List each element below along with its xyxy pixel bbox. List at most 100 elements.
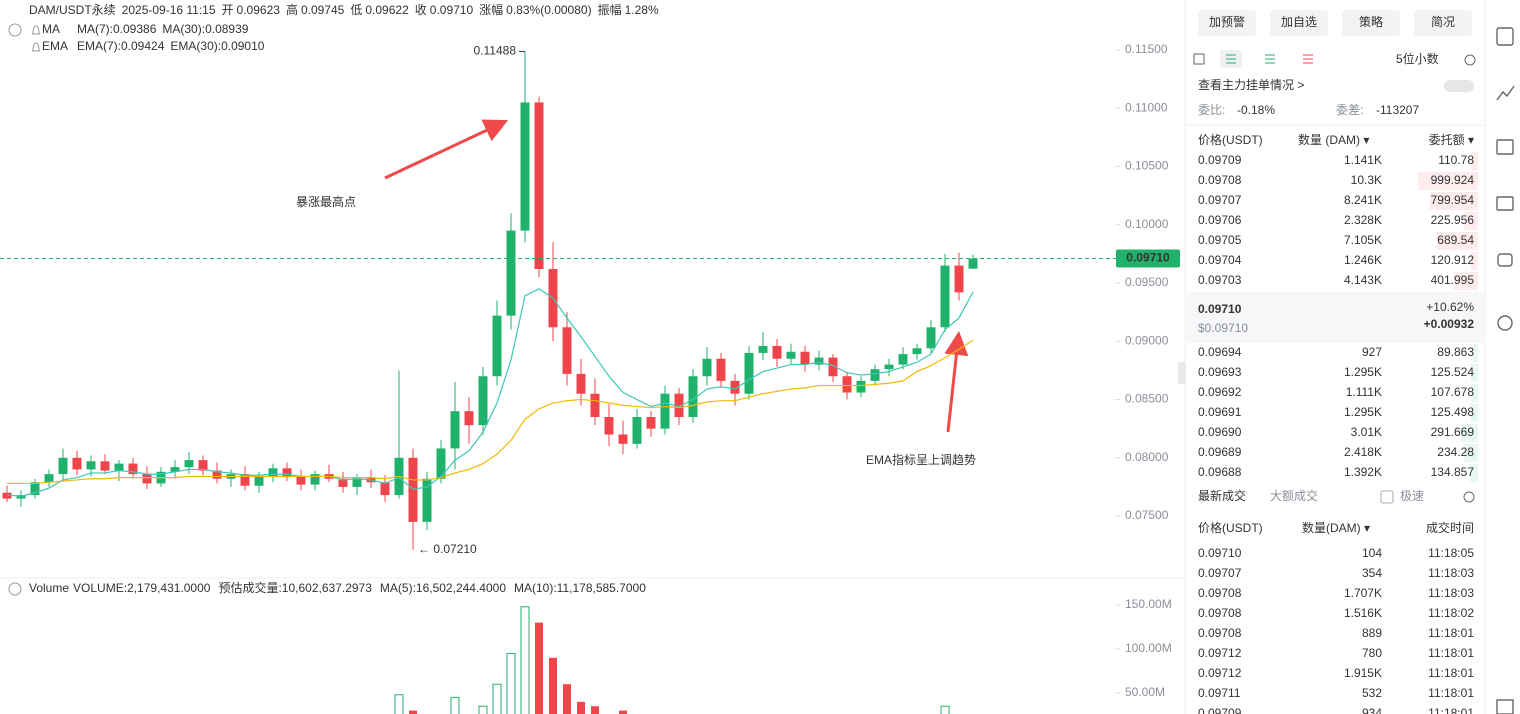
- column-header: 价格(USDT): [1198, 132, 1263, 147]
- price: 0.09712: [1198, 666, 1242, 680]
- candle-body: [646, 417, 656, 429]
- column-header: 数量 (DAM) ▾: [1298, 132, 1369, 147]
- label: 低: [350, 3, 362, 17]
- time: 11:18:05: [1428, 546, 1474, 560]
- icon[interactable]: [1496, 27, 1514, 46]
- candle-body: [240, 474, 250, 486]
- candle-body: [562, 327, 572, 374]
- label: 高: [286, 2, 298, 17]
- button[interactable]: [1342, 10, 1400, 36]
- button-label: 加自选: [1281, 15, 1317, 29]
- icon[interactable]: [1496, 196, 1514, 211]
- button[interactable]: [1198, 10, 1256, 36]
- quantity: 2.328K: [1344, 213, 1382, 227]
- low-label: ← 0.07210: [418, 542, 477, 556]
- collapse-handle[interactable]: [1178, 362, 1186, 384]
- candle-body: [86, 461, 96, 470]
- settings-icon[interactable]: [1464, 54, 1476, 66]
- time: 11:18:03: [1428, 566, 1474, 580]
- depth-bar: [1436, 232, 1478, 250]
- quantity: 1.915K: [1344, 666, 1382, 680]
- last-price-usd: $0.09710: [1198, 321, 1248, 335]
- label: EMA(30):0.09010: [170, 39, 264, 53]
- volume-bar: [940, 705, 950, 714]
- total: 89.863: [1437, 345, 1474, 359]
- panel-buttons: [1198, 10, 1472, 36]
- price: 0.09693: [1198, 365, 1242, 379]
- collapse-icon[interactable]: [8, 23, 22, 37]
- icon[interactable]: [1496, 85, 1515, 101]
- y-tick-label: 0.07500: [1125, 508, 1169, 522]
- tab: 大额成交: [1270, 488, 1318, 503]
- button[interactable]: [1270, 10, 1328, 36]
- quantity: 3.01K: [1351, 425, 1382, 439]
- volume-bar: [394, 694, 404, 714]
- candle-body: [576, 373, 586, 394]
- price: 0.09692: [1198, 385, 1242, 399]
- depth-bar: [1471, 152, 1478, 170]
- button[interactable]: [1414, 10, 1472, 36]
- total: 134.857: [1431, 465, 1475, 479]
- candle-body: [464, 411, 474, 426]
- candle-body: [310, 474, 320, 485]
- depth-bar: [1418, 172, 1478, 190]
- candle-body: [870, 369, 880, 381]
- icon[interactable]: [1265, 54, 1275, 64]
- quantity: 1.246K: [1344, 253, 1382, 267]
- total: 799.954: [1431, 193, 1475, 207]
- candle-body: [338, 478, 348, 487]
- price: 0.09711: [1198, 686, 1241, 700]
- price: 0.09709: [1198, 153, 1242, 167]
- candle-body: [912, 348, 922, 355]
- settings-icon[interactable]: [1463, 491, 1475, 503]
- icon[interactable]: [1496, 139, 1514, 155]
- depth-bar: [1469, 464, 1478, 482]
- column-header: 数量(DAM) ▾: [1302, 520, 1370, 535]
- quantity: 4.143K: [1344, 273, 1382, 287]
- candle-body: [100, 461, 110, 471]
- total: 234.28: [1437, 445, 1474, 459]
- time: 11:18:03: [1428, 586, 1474, 600]
- icon[interactable]: [1496, 699, 1514, 714]
- time: 11:18:01: [1428, 626, 1474, 640]
- y-tick-label: 0.11000: [1125, 100, 1168, 114]
- icon[interactable]: [1497, 253, 1513, 267]
- annotation: EMA指标呈上调趋势: [866, 452, 976, 467]
- quantity: 1.392K: [1344, 465, 1382, 479]
- y-tick-label: 150.00M: [1125, 597, 1172, 611]
- candle-body: [744, 352, 754, 394]
- candle-body: [702, 358, 712, 377]
- total: 125.498: [1431, 405, 1475, 419]
- collapse-icon[interactable]: [8, 582, 22, 596]
- volume-bar: [577, 701, 585, 714]
- icon[interactable]: [1226, 54, 1236, 64]
- depth-bar: [1464, 212, 1478, 230]
- icon[interactable]: [1193, 53, 1205, 65]
- checkbox[interactable]: [1380, 490, 1394, 504]
- icon[interactable]: [1497, 315, 1513, 331]
- last-price: 0.09710: [1198, 302, 1242, 316]
- label: 0.83%(0.00080): [506, 3, 591, 17]
- candle-body: [296, 476, 306, 485]
- quantity: 1.111K: [1346, 385, 1382, 399]
- change: +0.00932: [1424, 317, 1475, 331]
- depth-bar: [1471, 384, 1478, 402]
- candle-body: [450, 411, 460, 449]
- total: 110.78: [1438, 153, 1474, 167]
- price: 0.09708: [1198, 173, 1242, 187]
- label: 委差:: [1336, 103, 1363, 117]
- depth-bar: [1453, 272, 1478, 290]
- candle-body: [352, 477, 362, 487]
- candle-body: [380, 482, 390, 496]
- toggle[interactable]: [1444, 80, 1474, 92]
- last-price-label: 0.09710: [1126, 251, 1170, 265]
- main-orders-link: 查看主力挂单情况 >: [1198, 78, 1304, 92]
- candle-body: [198, 460, 208, 471]
- candle-body: [786, 351, 796, 359]
- icon[interactable]: [1303, 54, 1313, 64]
- depth-bar: [1460, 424, 1478, 442]
- candle-body: [814, 357, 824, 365]
- candle-body: [170, 467, 180, 472]
